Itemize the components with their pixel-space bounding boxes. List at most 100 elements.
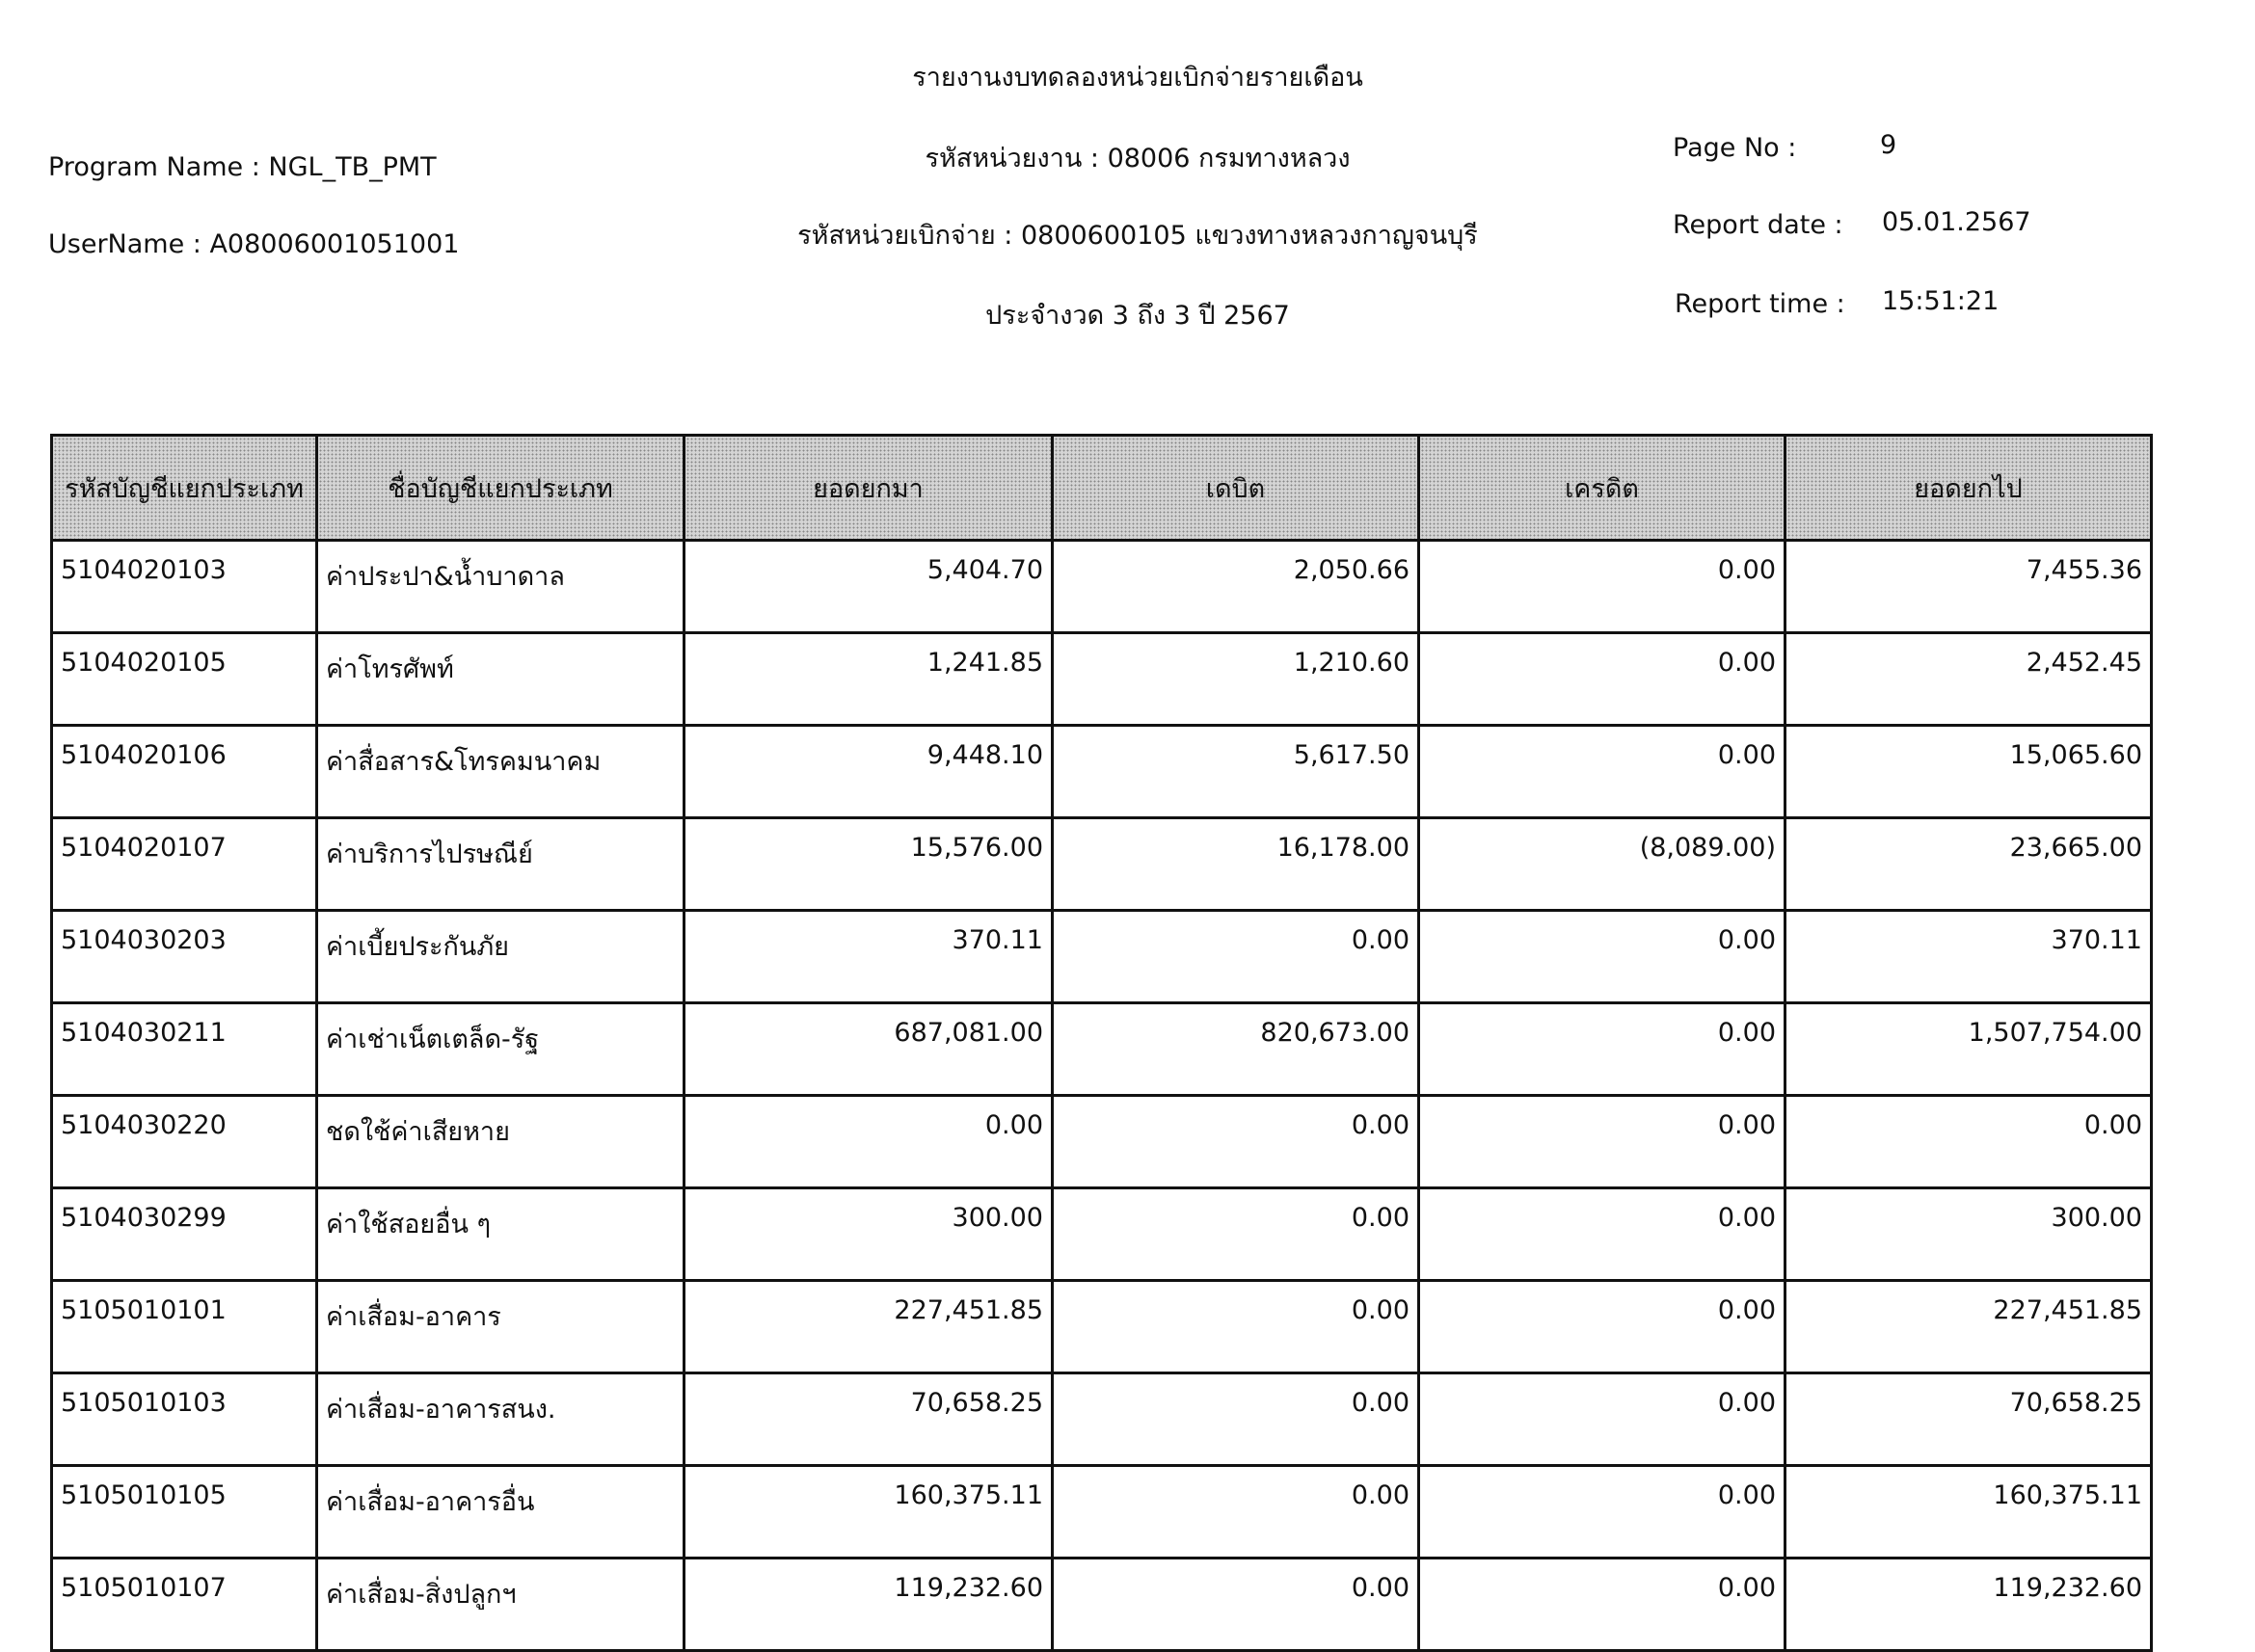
cell-brought-forward: 227,451.85 xyxy=(683,1279,1054,1374)
cell-brought-forward: 119,232.60 xyxy=(683,1557,1054,1652)
cell-credit: 0.00 xyxy=(1417,1279,1786,1374)
table-row: 5105010107 ค่าเสื่อม-สิ่งปลูกฯ 119,232.60 0… xyxy=(50,1557,2153,1652)
cell-debit: 0.00 xyxy=(1051,1279,1420,1374)
report-date-label: Report date : xyxy=(1673,210,1843,240)
table-row: 5105010105 ค่าเสื่อม-อาคารอื่น 160,375.11 0… xyxy=(50,1464,2153,1559)
cell-carried-forward: 370.11 xyxy=(1784,909,2153,1004)
cell-account-code: 5104030203 xyxy=(50,909,318,1004)
trial-balance-table: รหัสบัญชีแยกประเภท ชื่อบัญชีแยกประเภท ยอดย… xyxy=(50,434,2153,1652)
table-header-row: รหัสบัญชีแยกประเภท ชื่อบัญชีแยกประเภท ยอดย… xyxy=(50,434,2153,542)
cell-debit: 0.00 xyxy=(1051,1557,1420,1652)
cell-account-name: ค่าเสื่อม-อาคาร xyxy=(315,1279,685,1374)
report-time-value: 15:51:21 xyxy=(1882,286,2000,316)
cell-account-code: 5104020103 xyxy=(50,539,318,634)
cell-credit: 0.00 xyxy=(1417,539,1786,634)
cell-account-name: ค่าเสื่อม-สิ่งปลูกฯ xyxy=(315,1557,685,1652)
cell-credit: (8,089.00) xyxy=(1417,816,1786,912)
cell-carried-forward: 0.00 xyxy=(1784,1094,2153,1189)
cell-carried-forward: 1,507,754.00 xyxy=(1784,1001,2153,1097)
cell-account-code: 5104030299 xyxy=(50,1186,318,1282)
header-account-code: รหัสบัญชีแยกประเภท xyxy=(50,434,318,542)
table-row: 5104030203 ค่าเบี้ยประกันภัย 370.11 0.00 0.0… xyxy=(50,909,2153,1004)
agency-line: รหัสหน่วยงาน : 08006 กรมทางหลวง xyxy=(925,144,1351,173)
cell-account-name: ค่าใช้สอยอื่น ๆ xyxy=(315,1186,685,1282)
cell-brought-forward: 370.11 xyxy=(683,909,1054,1004)
cell-credit: 0.00 xyxy=(1417,1001,1786,1097)
cell-account-name: ค่าเบี้ยประกันภัย xyxy=(315,909,685,1004)
header-credit: เครดิต xyxy=(1417,434,1786,542)
cell-account-code: 5105010101 xyxy=(50,1279,318,1374)
cell-carried-forward: 300.00 xyxy=(1784,1186,2153,1282)
cell-debit: 16,178.00 xyxy=(1051,816,1420,912)
cell-carried-forward: 70,658.25 xyxy=(1784,1372,2153,1467)
cell-carried-forward: 119,232.60 xyxy=(1784,1557,2153,1652)
cell-carried-forward: 160,375.11 xyxy=(1784,1464,2153,1559)
cell-credit: 0.00 xyxy=(1417,1372,1786,1467)
cell-brought-forward: 160,375.11 xyxy=(683,1464,1054,1559)
cell-account-code: 5104020107 xyxy=(50,816,318,912)
cell-carried-forward: 23,665.00 xyxy=(1784,816,2153,912)
page-no-label: Page No : xyxy=(1673,133,1797,163)
cell-account-code: 5105010105 xyxy=(50,1464,318,1559)
program-name: Program Name : NGL_TB_PMT xyxy=(48,152,437,182)
disbursing-unit-line: รหัสหน่วยเบิกจ่าย : 0800600105 แขวงทางหล… xyxy=(797,221,1478,251)
cell-account-name: ค่าประปา&น้ำบาดาล xyxy=(315,539,685,634)
cell-account-code: 5105010103 xyxy=(50,1372,318,1467)
cell-account-name: ค่าบริการไปรษณีย์ xyxy=(315,816,685,912)
cell-account-code: 5104030220 xyxy=(50,1094,318,1189)
cell-brought-forward: 1,241.85 xyxy=(683,631,1054,727)
cell-carried-forward: 7,455.36 xyxy=(1784,539,2153,634)
cell-account-name: ค่าสื่อสาร&โทรคมนาคม xyxy=(315,724,685,819)
report-date-value: 05.01.2567 xyxy=(1882,207,2031,237)
cell-debit: 0.00 xyxy=(1051,1464,1420,1559)
cell-account-code: 5104020106 xyxy=(50,724,318,819)
cell-credit: 0.00 xyxy=(1417,909,1786,1004)
cell-brought-forward: 687,081.00 xyxy=(683,1001,1054,1097)
table-row: 5105010101 ค่าเสื่อม-อาคาร 227,451.85 0.00 0… xyxy=(50,1279,2153,1374)
table-row: 5104030220 ชดใช้ค่าเสียหาย 0.00 0.00 0.00 0.0… xyxy=(50,1094,2153,1189)
username: UserName : A08006001051001 xyxy=(48,229,460,259)
cell-debit: 820,673.00 xyxy=(1051,1001,1420,1097)
cell-account-code: 5105010107 xyxy=(50,1557,318,1652)
cell-account-name: ค่าเสื่อม-อาคารอื่น xyxy=(315,1464,685,1559)
cell-debit: 0.00 xyxy=(1051,1372,1420,1467)
cell-brought-forward: 9,448.10 xyxy=(683,724,1054,819)
cell-account-code: 5104030211 xyxy=(50,1001,318,1097)
report-title: รายงานงบทดลองหน่วยเบิกจ่ายรายเดือน xyxy=(912,63,1363,93)
cell-carried-forward: 15,065.60 xyxy=(1784,724,2153,819)
cell-credit: 0.00 xyxy=(1417,1464,1786,1559)
period-line: ประจำงวด 3 ถึง 3 ปี 2567 xyxy=(985,301,1290,331)
header-debit: เดบิต xyxy=(1051,434,1420,542)
table-row: 5104020106 ค่าสื่อสาร&โทรคมนาคม 9,448.10 5,… xyxy=(50,724,2153,819)
cell-credit: 0.00 xyxy=(1417,1094,1786,1189)
cell-debit: 5,617.50 xyxy=(1051,724,1420,819)
table-row: 5104020107 ค่าบริการไปรษณีย์ 15,576.00 16,1… xyxy=(50,816,2153,912)
header-carried-forward: ยอดยกไป xyxy=(1784,434,2153,542)
cell-credit: 0.00 xyxy=(1417,724,1786,819)
table-row: 5104020103 ค่าประปา&น้ำบาดาล 5,404.70 2,050… xyxy=(50,539,2153,634)
cell-brought-forward: 0.00 xyxy=(683,1094,1054,1189)
cell-brought-forward: 70,658.25 xyxy=(683,1372,1054,1467)
cell-account-code: 5104020105 xyxy=(50,631,318,727)
table-row: 5104030299 ค่าใช้สอยอื่น ๆ 300.00 0.00 0.00 3… xyxy=(50,1186,2153,1282)
cell-account-name: ค่าเช่าเน็ตเตล็ด-รัฐ xyxy=(315,1001,685,1097)
cell-credit: 0.00 xyxy=(1417,1186,1786,1282)
cell-account-name: ค่าเสื่อม-อาคารสนง. xyxy=(315,1372,685,1467)
cell-debit: 1,210.60 xyxy=(1051,631,1420,727)
cell-credit: 0.00 xyxy=(1417,1557,1786,1652)
cell-credit: 0.00 xyxy=(1417,631,1786,727)
cell-brought-forward: 15,576.00 xyxy=(683,816,1054,912)
cell-account-name: ค่าโทรศัพท์ xyxy=(315,631,685,727)
table-row: 5105010103 ค่าเสื่อม-อาคารสนง. 70,658.25 0.… xyxy=(50,1372,2153,1467)
page-no-value: 9 xyxy=(1880,130,1897,160)
table-row: 5104030211 ค่าเช่าเน็ตเตล็ด-รัฐ 687,081.00… xyxy=(50,1001,2153,1097)
cell-debit: 0.00 xyxy=(1051,909,1420,1004)
header-account-name: ชื่อบัญชีแยกประเภท xyxy=(315,434,685,542)
cell-carried-forward: 2,452.45 xyxy=(1784,631,2153,727)
header-brought-forward: ยอดยกมา xyxy=(683,434,1054,542)
report-time-label: Report time : xyxy=(1675,289,1845,319)
cell-debit: 0.00 xyxy=(1051,1094,1420,1189)
cell-brought-forward: 300.00 xyxy=(683,1186,1054,1282)
cell-brought-forward: 5,404.70 xyxy=(683,539,1054,634)
cell-debit: 2,050.66 xyxy=(1051,539,1420,634)
